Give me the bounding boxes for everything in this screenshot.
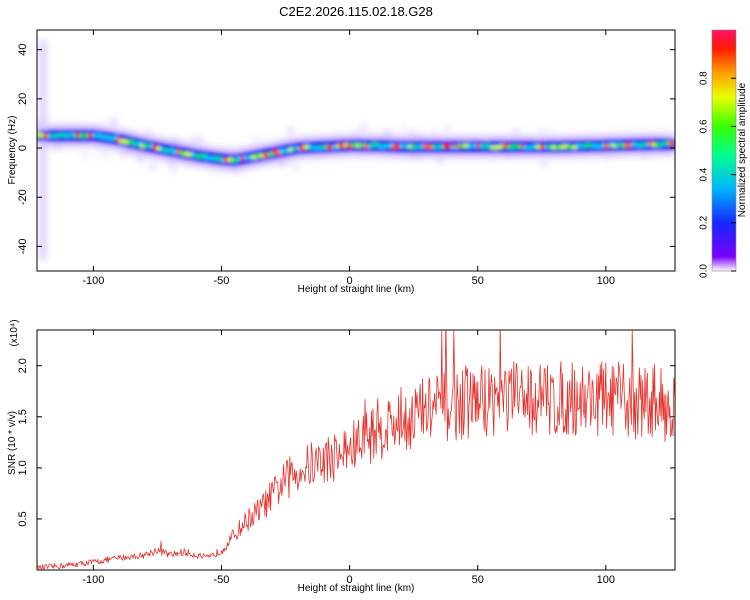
spectrogram-y-tick-label: -20 xyxy=(17,189,29,205)
heatmap-speckle xyxy=(433,130,437,134)
heatmap-speckle xyxy=(540,129,545,134)
heatmap-speckle xyxy=(170,166,177,172)
heatmap-speckle xyxy=(278,160,286,168)
colorbar-tick-label: 0.4 xyxy=(699,167,710,181)
colorbar-tick-label: 0.0 xyxy=(699,264,710,278)
spectrogram-x-tick-label: -100 xyxy=(82,275,104,287)
heatmap-speckle xyxy=(409,129,416,136)
colorbar-tick-label: 0.2 xyxy=(699,215,710,229)
snr-plot-frame xyxy=(36,329,676,571)
snr-x-tick-label: -100 xyxy=(82,574,104,586)
heatmap-speckle xyxy=(540,161,547,168)
heatmap-speckle xyxy=(419,156,423,160)
snr-y-tick-label: 1.0 xyxy=(17,460,29,475)
heatmap-speckle xyxy=(437,159,443,165)
heatmap-speckle xyxy=(127,150,135,157)
spectrogram-x-tick-label: 0 xyxy=(347,275,353,287)
snr-y-tick-label: 1.5 xyxy=(17,409,29,424)
heatmap-speckle xyxy=(384,128,392,136)
heatmap-speckle xyxy=(399,135,406,143)
heatmap-speckle xyxy=(505,152,512,159)
heatmap-speckle xyxy=(549,127,553,132)
heatmap-speckle xyxy=(137,156,144,163)
heatmap-core-layer xyxy=(37,131,675,165)
spectrogram-heatmap xyxy=(37,40,675,260)
spectrogram-x-tick-label: 100 xyxy=(597,275,615,287)
heatmap-speckle xyxy=(287,126,295,134)
heatmap-speckle xyxy=(167,161,173,167)
heatmap-speckle xyxy=(253,138,258,142)
snr-x-tick-label: -50 xyxy=(214,574,230,586)
heatmap-speckle xyxy=(109,117,117,125)
spectrogram-y-tick-label: -40 xyxy=(17,238,29,254)
snr-y-tick-label: 2.0 xyxy=(17,358,29,373)
snr-x-tick-label: 0 xyxy=(347,574,353,586)
spectrogram-y-tick-label: 20 xyxy=(17,93,29,105)
colorbar-tick-label: 0.6 xyxy=(699,119,710,133)
heatmap-speckle xyxy=(594,135,601,143)
heatmap-speckle xyxy=(150,163,157,170)
heatmap-speckle xyxy=(650,135,654,139)
heatmap-speckle xyxy=(293,165,298,171)
heatmap-speckle xyxy=(317,151,324,158)
heatmap-speckle xyxy=(173,136,179,143)
spectrogram-y-tick-label: 40 xyxy=(17,44,29,56)
spectrogram-x-ticks: -100 -50 0 50 100 xyxy=(82,30,615,287)
snr-x-axis-label: Height of straight line (km) xyxy=(298,583,415,594)
snr-panel: -100 -50 0 50 100 2.0 1.5 1.0 0.5 Height of str… xyxy=(7,319,676,594)
colorbar-ticks: 0.0 0.2 0.4 0.6 0.8 xyxy=(699,71,736,278)
figure-title: C2E2.2026.115.02.18.G28 xyxy=(279,4,433,19)
colorbar-gradient xyxy=(711,29,737,272)
heatmap-speckle xyxy=(196,136,204,144)
colorbar: 0.0 0.2 0.4 0.6 0.8 Normalized spectral ampl… xyxy=(699,29,748,278)
snr-y-ticks: 2.0 1.5 1.0 0.5 xyxy=(17,358,675,527)
heatmap-speckle xyxy=(102,152,108,158)
heatmap-speckle xyxy=(146,128,151,134)
heatmap-speckle xyxy=(119,151,125,158)
heatmap-speckle xyxy=(410,152,417,160)
heatmap-speckle xyxy=(286,159,290,163)
snr-y-tick-label: 0.5 xyxy=(17,511,29,526)
colorbar-label: Normalized spectral amplitude xyxy=(737,82,748,217)
spectrogram-x-axis-label: Height of straight line (km) xyxy=(298,284,415,295)
spectrogram-y-tick-label: 0 xyxy=(17,145,29,151)
heatmap-speckle xyxy=(605,156,609,161)
spectrogram-x-tick-label: -50 xyxy=(214,275,230,287)
heatmap-edge-smear xyxy=(39,40,47,260)
heatmap-speckle xyxy=(360,124,367,131)
heatmap-speckle xyxy=(188,157,195,164)
spectrogram-y-axis-label: Frequency (Hz) xyxy=(7,116,18,185)
heatmap-cell xyxy=(667,141,675,146)
snr-x-tick-label: 50 xyxy=(472,574,484,586)
snr-series-line xyxy=(37,330,675,570)
heatmap-speckle xyxy=(354,129,359,134)
heatmap-speckle xyxy=(644,154,649,159)
heatmap-speckle xyxy=(113,130,117,134)
heatmap-speckle xyxy=(417,134,424,141)
colorbar-tick-label: 0.8 xyxy=(699,71,710,85)
heatmap-speckle xyxy=(234,169,240,175)
spectrogram-plot-frame xyxy=(36,29,676,272)
heatmap-speckle xyxy=(54,145,61,151)
heatmap-speckle xyxy=(401,125,406,130)
spectrogram-x-tick-label: 50 xyxy=(472,275,484,287)
heatmap-speckle xyxy=(189,137,195,143)
snr-x-tick-label: 100 xyxy=(597,574,615,586)
spectrogram-panel: -100 -50 0 50 100 40 20 0 -20 -40 Height of stra… xyxy=(7,29,676,295)
heatmap-speckle xyxy=(445,125,451,131)
heatmap-speckle xyxy=(82,152,88,158)
heatmap-speckle xyxy=(512,128,519,135)
snr-y-axis-label: SNR (10 * v/v) xyxy=(7,411,18,475)
spectrogram-y-ticks: 40 20 0 -20 -40 xyxy=(17,44,675,254)
snr-x-ticks: -100 -50 0 50 100 xyxy=(82,330,615,586)
snr-scale-label: (x10⁴) xyxy=(9,319,20,346)
